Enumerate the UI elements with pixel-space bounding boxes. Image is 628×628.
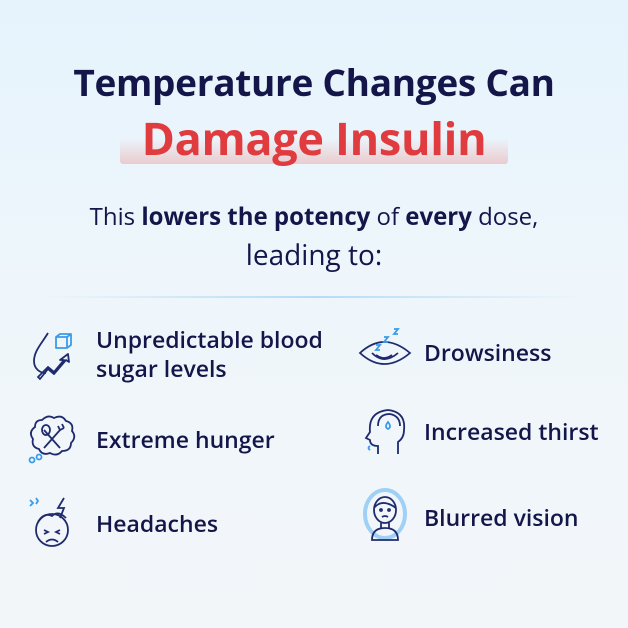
highlight-band — [120, 138, 508, 164]
subtitle-line1: This lowers the potency of every dose, — [0, 200, 628, 233]
sleepy-eye-icon — [356, 323, 414, 381]
divider — [40, 296, 588, 298]
symptom-thirst: Increased thirst — [358, 402, 599, 460]
fork-spoon-thought-icon — [24, 410, 82, 468]
headline-line1: Temperature Changes Can — [73, 56, 555, 107]
subtitle-bold: lowers the potency — [141, 200, 371, 233]
subtitle-text: of — [370, 200, 406, 233]
symptom-blurred-vision: Blurred vision — [356, 488, 579, 546]
symptom-hunger: Extreme hunger — [24, 410, 275, 468]
symptom-drowsiness: Drowsiness — [356, 323, 551, 381]
head-droplet-icon — [358, 402, 416, 460]
subtitle-text: dose, — [471, 200, 539, 233]
symptom-label: sugar levels — [96, 352, 227, 384]
blurred-person-icon — [356, 488, 414, 546]
symptom-label: Increased thirst — [424, 414, 599, 447]
blood-drop-sugar-cube-arrow-icon — [24, 325, 82, 383]
symptom-label: Extreme hunger — [96, 422, 275, 455]
symptom-blood-sugar: Unpredictable blood sugar levels — [24, 325, 323, 383]
headache-face-icon — [24, 494, 82, 552]
subtitle-bold: every — [405, 200, 472, 233]
subtitle-line2: leading to: — [245, 236, 383, 274]
symptom-label: Blurred vision — [424, 500, 579, 533]
symptom-headaches: Headaches — [24, 494, 218, 552]
symptom-label: Drowsiness — [424, 335, 552, 368]
symptom-label: Unpredictable blood — [96, 323, 323, 355]
subtitle-text: This — [89, 200, 142, 233]
headline-line2: Damage Insulin — [141, 108, 487, 169]
symptom-label: Headaches — [96, 506, 219, 539]
